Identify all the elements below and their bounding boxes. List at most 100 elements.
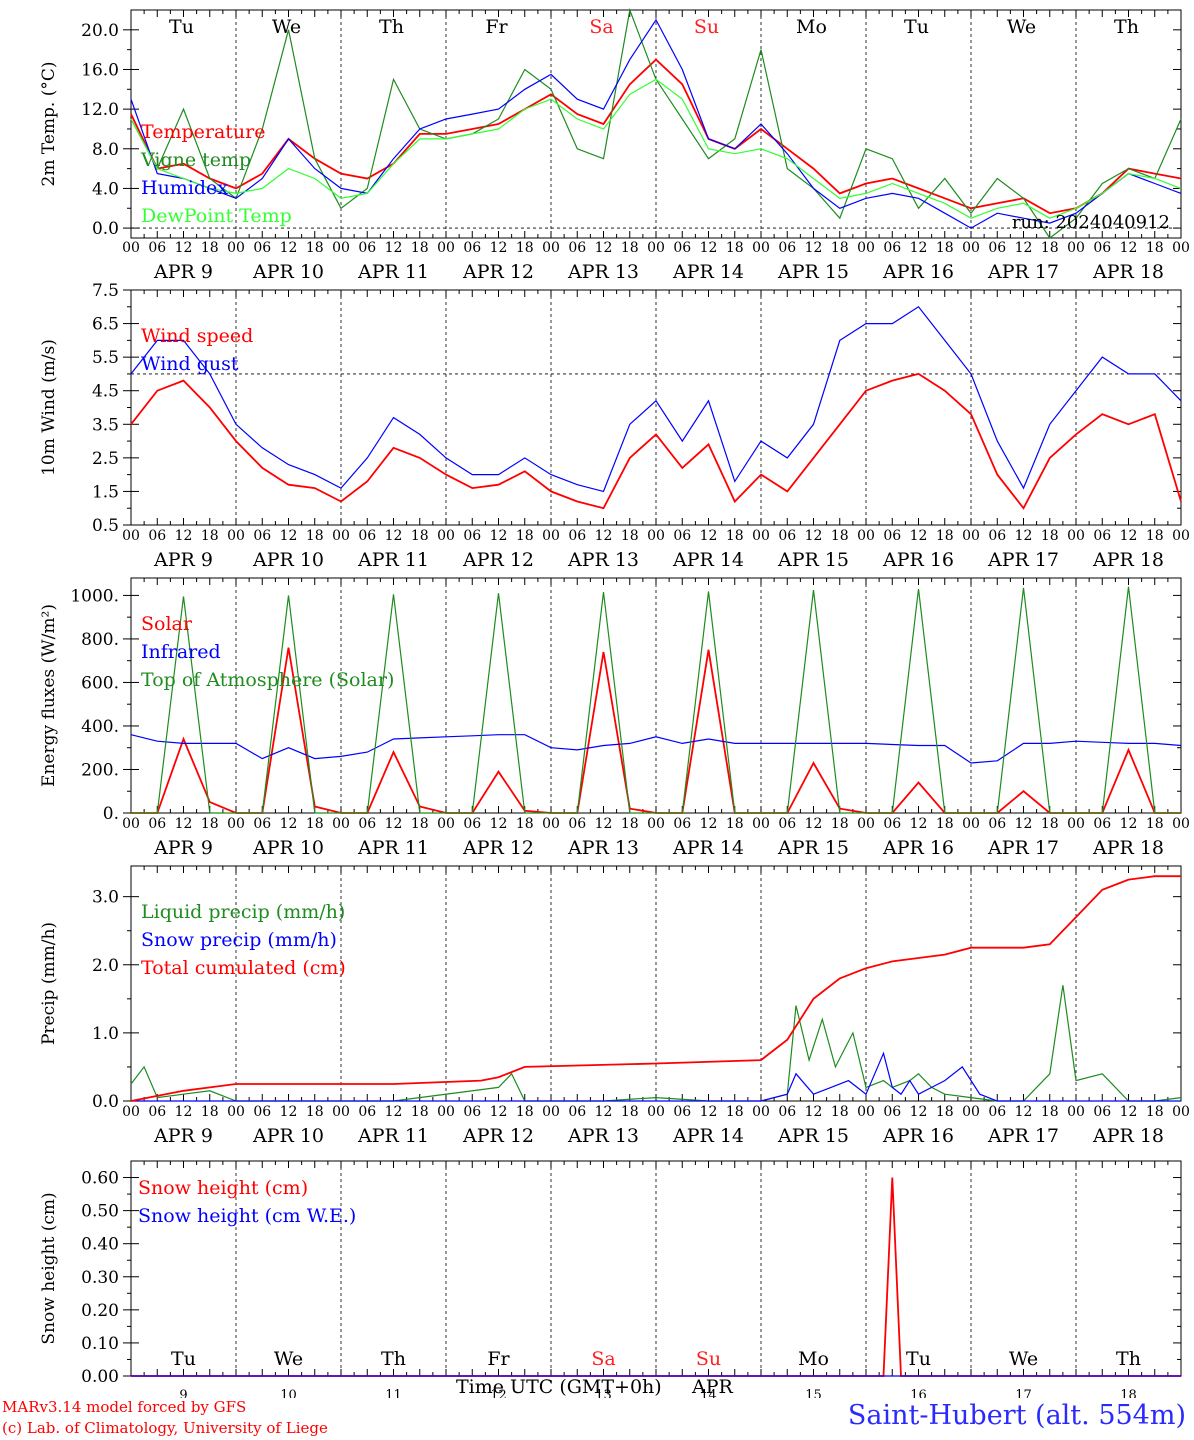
hour-tick-label: 18: [831, 816, 849, 832]
legend-entry: Snow precip (mm/h): [141, 929, 337, 951]
hour-tick-label: 18: [726, 816, 744, 832]
hour-tick-label: 00: [122, 816, 140, 832]
hour-tick-label: 06: [1093, 240, 1111, 256]
hour-tick-label: 12: [595, 528, 613, 544]
hour-tick-label: 18: [936, 816, 954, 832]
hour-tick-label: 00: [227, 240, 245, 256]
day-of-week-label: We: [272, 16, 301, 38]
date-label: APR 14: [672, 261, 744, 283]
hour-tick-label: 18: [306, 240, 324, 256]
hour-tick-label: 12: [805, 816, 823, 832]
y-axis-label: 10m Wind (m/s): [39, 339, 59, 476]
hour-tick-label: 06: [988, 816, 1006, 832]
hour-tick-label: 18: [1041, 528, 1059, 544]
y-tick-label: 800.: [81, 630, 119, 650]
day-number-label: 9: [179, 1388, 187, 1398]
hour-tick-label: 00: [1172, 240, 1190, 256]
day-of-week-label: Sa: [591, 1348, 615, 1370]
hour-tick-label: 12: [385, 1104, 403, 1120]
hour-tick-label: 00: [647, 528, 665, 544]
hour-tick-label: 00: [122, 1104, 140, 1120]
day-number-label: 17: [1015, 1388, 1032, 1398]
hour-tick-label: 12: [910, 528, 928, 544]
hour-tick-label: 00: [437, 240, 455, 256]
day-number-label: 11: [385, 1388, 402, 1398]
y-tick-label: 0.40: [81, 1235, 119, 1255]
hour-tick-label: 18: [516, 816, 534, 832]
hour-tick-label: 18: [411, 240, 429, 256]
hour-tick-label: 18: [516, 240, 534, 256]
hour-tick-label: 06: [568, 240, 586, 256]
series-line-wind-gust: [130, 306, 1182, 493]
hour-tick-label: 06: [253, 240, 271, 256]
day-of-week-label: Th: [1114, 16, 1139, 38]
y-tick-label: 2.0: [92, 956, 119, 976]
day-of-week-label: Tu: [904, 16, 929, 38]
legend-entry: Wind gust: [141, 353, 239, 375]
legend-entry: Infrared: [141, 641, 221, 663]
y-tick-label: 0.10: [81, 1334, 119, 1354]
y-tick-label: 16.0: [81, 60, 119, 80]
hour-tick-label: 18: [516, 528, 534, 544]
hour-tick-label: 06: [463, 528, 481, 544]
date-label: APR 9: [153, 1125, 213, 1147]
y-tick-label: 0.0: [92, 1092, 119, 1112]
hour-tick-label: 00: [1067, 816, 1085, 832]
day-number-label: 15: [805, 1388, 822, 1398]
hour-tick-label: 06: [463, 240, 481, 256]
hour-tick-label: 00: [1172, 816, 1190, 832]
hour-tick-label: 12: [385, 240, 403, 256]
date-label: APR 12: [462, 549, 534, 571]
lab-credit: (c) Lab. of Climatology, University of L…: [2, 1419, 328, 1437]
hour-tick-label: 06: [148, 816, 166, 832]
hour-tick-label: 12: [910, 816, 928, 832]
y-tick-label: 1000.: [70, 586, 119, 606]
day-of-week-label: Sa: [589, 16, 613, 38]
hour-tick-label: 00: [752, 528, 770, 544]
hour-tick-label: 00: [542, 240, 560, 256]
hour-tick-label: 12: [1120, 240, 1138, 256]
series-line-temperature: [130, 58, 1182, 215]
date-label: APR 12: [462, 261, 534, 283]
hour-tick-label: 12: [490, 816, 508, 832]
hour-tick-label: 06: [253, 528, 271, 544]
series-line-wind-speed: [130, 372, 1182, 510]
hour-tick-label: 00: [857, 240, 875, 256]
hour-tick-label: 00: [647, 1104, 665, 1120]
date-label: APR 14: [672, 549, 744, 571]
series-line-infrared: [130, 734, 1182, 764]
hour-tick-label: 18: [726, 528, 744, 544]
y-tick-label: 20.0: [81, 21, 119, 41]
y-tick-label: 200.: [81, 760, 119, 780]
date-label: APR 17: [987, 549, 1059, 571]
hour-tick-label: 00: [437, 816, 455, 832]
hour-tick-label: 12: [805, 528, 823, 544]
hour-tick-label: 12: [490, 528, 508, 544]
hour-tick-label: 12: [385, 816, 403, 832]
date-label: APR 12: [462, 1125, 534, 1147]
hour-tick-label: 00: [332, 816, 350, 832]
series-line-total-cumulated-cm-: [130, 875, 1181, 1102]
hour-tick-label: 06: [778, 240, 796, 256]
hour-tick-label: 18: [726, 240, 744, 256]
day-of-week-label: Th: [379, 16, 404, 38]
y-tick-label: 6.5: [92, 315, 119, 335]
y-tick-label: 8.0: [92, 140, 119, 160]
hour-tick-label: 06: [358, 1104, 376, 1120]
hour-tick-label: 12: [700, 1104, 718, 1120]
date-label: APR 9: [153, 549, 213, 571]
legend-entry: Wind speed: [141, 325, 253, 347]
hour-tick-label: 12: [1015, 1104, 1033, 1120]
hour-tick-label: 18: [201, 240, 219, 256]
hour-tick-label: 12: [1120, 1104, 1138, 1120]
hour-tick-label: 06: [778, 816, 796, 832]
hour-tick-label: 06: [883, 528, 901, 544]
hour-tick-label: 00: [437, 1104, 455, 1120]
date-label: APR 9: [153, 261, 213, 283]
day-number-label: 13: [595, 1388, 612, 1398]
hour-tick-label: 06: [1093, 1104, 1111, 1120]
hour-tick-label: 06: [568, 816, 586, 832]
hour-tick-label: 06: [463, 816, 481, 832]
day-of-week-label: Tu: [906, 1348, 931, 1370]
hour-tick-label: 18: [201, 528, 219, 544]
